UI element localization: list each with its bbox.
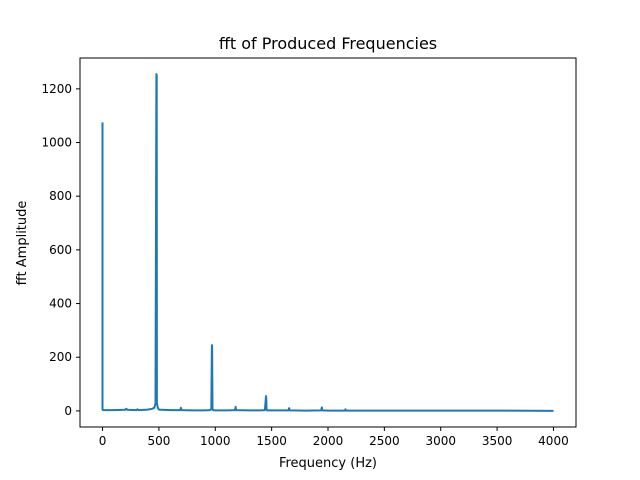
y-tick-label: 400 [49, 297, 72, 311]
y-tick-label: 0 [64, 404, 72, 418]
plot-area [79, 57, 577, 428]
x-tick-label: 500 [147, 434, 170, 448]
y-axis: 0 200 400 600 800 1000 1200 [41, 82, 80, 418]
series-line-0 [101, 73, 554, 412]
x-tick-label: 2000 [313, 434, 344, 448]
series-layer [101, 73, 554, 412]
x-tick-label: 4000 [538, 434, 569, 448]
y-tick-label: 800 [49, 189, 72, 203]
x-tick-label: 3000 [425, 434, 456, 448]
y-tick-label: 200 [49, 350, 72, 364]
chart-title: fft of Produced Frequencies [219, 34, 437, 53]
x-tick-label: 0 [99, 434, 107, 448]
x-tick-label: 2500 [369, 434, 400, 448]
x-axis: 0 500 1000 1500 2000 2500 3000 3500 4000 [99, 427, 569, 448]
x-tick-label: 1500 [256, 434, 287, 448]
y-axis-label: fft Amplitude [15, 201, 30, 286]
x-tick-label: 3500 [482, 434, 513, 448]
plot-frame [79, 57, 577, 428]
y-tick-label: 1200 [41, 82, 72, 96]
x-axis-label: Frequency (Hz) [279, 456, 377, 471]
x-tick-label: 1000 [200, 434, 231, 448]
y-tick-label: 600 [49, 243, 72, 257]
y-tick-label: 1000 [41, 136, 72, 150]
